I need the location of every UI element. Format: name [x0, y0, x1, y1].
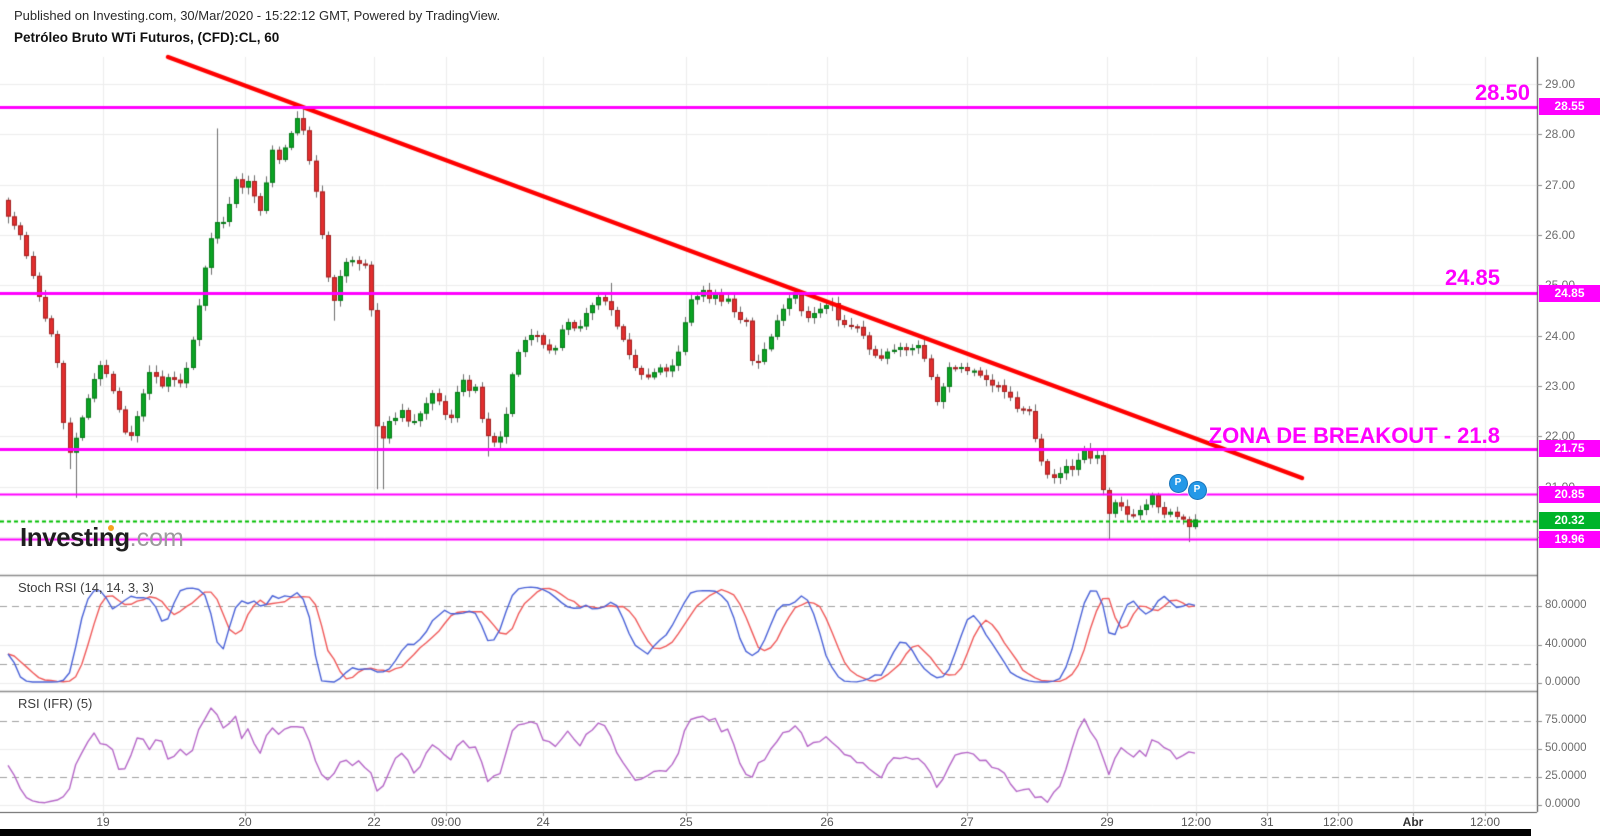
price-axis-tag: 28.55 [1539, 98, 1600, 116]
x-axis-label: 29 [1100, 815, 1114, 829]
investing-logo-orange-dot-icon [108, 525, 114, 531]
position-marker-icon: P [1168, 473, 1188, 493]
x-axis-label: 19 [96, 815, 110, 829]
rsi-tick-label: 0.0000 [1545, 798, 1581, 810]
stoch-tick-label: 40.0000 [1545, 637, 1587, 650]
bottom-black-bar [0, 829, 1531, 836]
x-axis-label: 20 [238, 815, 252, 829]
x-axis-label: 24 [536, 815, 550, 829]
x-axis-label: 25 [679, 815, 693, 829]
price-tick-label: 29.00 [1545, 77, 1576, 92]
rsi-tick-label: 75.0000 [1545, 714, 1587, 726]
x-axis-label: 12:00 [1180, 815, 1212, 829]
level-label: 24.85 [1444, 265, 1500, 290]
price-tick-label: 26.00 [1545, 228, 1576, 243]
price-axis-tag: 20.32 [1539, 512, 1600, 530]
price-tick-label: 28.00 [1545, 127, 1576, 142]
investing-logo: Investing.com [20, 522, 184, 553]
price-axis-tag: 20.85 [1539, 485, 1600, 503]
price-tick-label: 24.00 [1545, 328, 1576, 343]
price-tick-label: 27.00 [1545, 177, 1576, 192]
investing-logo-suffix: .com [129, 524, 184, 552]
x-axis-label: 26 [820, 815, 834, 829]
level-label: 28.50 [1474, 80, 1530, 105]
x-axis-label: Abr [1402, 815, 1424, 829]
price-axis-tag: 24.85 [1539, 284, 1600, 302]
position-marker-icon: P [1187, 480, 1207, 500]
price-tick-label: 22.00 [1545, 429, 1576, 444]
x-axis-label: 27 [960, 815, 974, 829]
stoch-tick-label: 0.0000 [1545, 676, 1581, 688]
rsi-tick-label: 50.0000 [1545, 742, 1587, 754]
price-axis-tag: 21.75 [1539, 440, 1600, 458]
x-axis-label: 22 [367, 815, 381, 829]
price-tick-label: 23.00 [1545, 379, 1576, 394]
x-axis-label: 12:00 [1469, 815, 1501, 829]
level-label: ZONA DE BREAKOUT - 21.8 [1208, 423, 1500, 448]
published-line: Published on Investing.com, 30/Mar/2020 … [14, 8, 501, 23]
rsi-tick-label: 25.0000 [1545, 770, 1587, 782]
x-axis-label: 12:00 [1322, 815, 1354, 829]
stoch-tick-label: 80.0000 [1545, 599, 1587, 612]
instrument-title: Petróleo Bruto WTi Futuros, (CFD):CL, 60 [14, 30, 280, 45]
stoch-pane-label: Stoch RSI (14, 14, 3, 3) [18, 580, 154, 595]
rsi-pane-label: RSI (IFR) (5) [18, 696, 93, 711]
x-axis-label: 31 [1260, 815, 1274, 829]
x-axis-label: 09:00 [430, 815, 462, 829]
price-axis-tag: 19.96 [1539, 530, 1600, 548]
